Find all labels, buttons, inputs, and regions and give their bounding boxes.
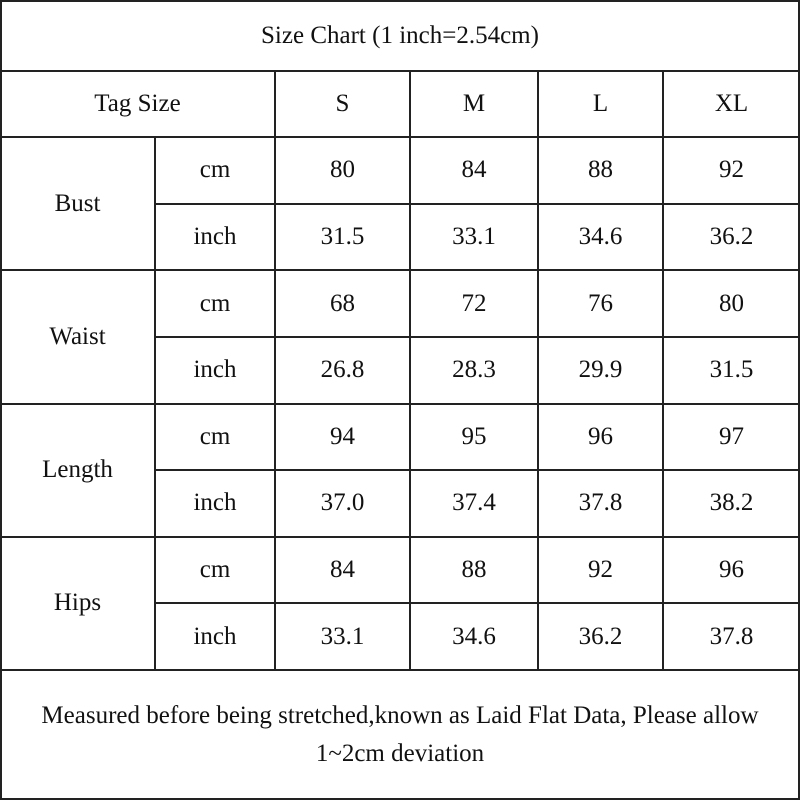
value: 88	[461, 556, 487, 584]
measure-name: Hips	[53, 589, 102, 617]
value: 36.2	[578, 622, 623, 650]
v-line	[409, 71, 411, 670]
tag-size-label: Tag Size	[94, 90, 181, 117]
value: 72	[461, 289, 487, 317]
h-line	[0, 70, 800, 72]
value: 34.6	[578, 222, 623, 250]
v-line	[798, 0, 800, 800]
h-line	[155, 335, 800, 338]
h-line	[0, 136, 800, 138]
unit: cm	[199, 556, 231, 584]
value: 37.8	[578, 489, 623, 517]
value: 80	[330, 156, 355, 184]
size-header: L	[592, 90, 609, 117]
size-header: S	[335, 90, 350, 117]
value: 37.0	[320, 489, 365, 517]
unit: inch	[193, 222, 237, 250]
unit: cm	[199, 289, 231, 317]
value: 31.5	[709, 356, 754, 384]
value: 29.9	[578, 356, 623, 384]
value: 38.2	[709, 489, 754, 517]
unit: inch	[193, 356, 237, 384]
value: 28.3	[452, 356, 496, 384]
note: Measured before being stretched,known as…	[41, 702, 759, 767]
value: 96	[588, 422, 613, 450]
value: 31.5	[320, 222, 365, 250]
value: 34.6	[452, 622, 496, 650]
value: 37.4	[452, 489, 496, 517]
value: 95	[461, 422, 487, 450]
title: Size Chart (1 inch=2.54cm)	[261, 21, 539, 49]
h-line	[0, 798, 800, 800]
h-line	[0, 0, 800, 2]
value: 96	[719, 556, 744, 584]
size-header: XL	[714, 90, 749, 117]
value: 94	[330, 422, 355, 450]
value: 92	[588, 556, 613, 584]
unit: inch	[193, 622, 237, 650]
h-line	[155, 469, 800, 472]
value: 33.1	[320, 622, 365, 650]
value: 84	[461, 156, 487, 184]
h-line	[0, 535, 800, 538]
unit: cm	[199, 422, 231, 450]
v-line	[274, 71, 276, 670]
value: 37.8	[709, 622, 754, 650]
value: 84	[330, 556, 355, 584]
size-header: M	[462, 90, 486, 117]
h-line	[0, 402, 800, 405]
value: 26.8	[320, 356, 365, 384]
h-line	[0, 269, 800, 272]
v-line	[0, 0, 2, 800]
h-line	[155, 602, 800, 605]
h-line	[0, 669, 800, 671]
value: 36.2	[709, 222, 754, 250]
measure-name: Waist	[49, 322, 106, 350]
value: 68	[330, 289, 355, 317]
measure-name: Bust	[54, 189, 101, 217]
v-line	[662, 71, 664, 670]
value: 80	[719, 289, 744, 317]
unit: cm	[199, 156, 231, 184]
value: 92	[719, 156, 744, 184]
value: 76	[588, 289, 613, 317]
value: 88	[588, 156, 613, 184]
value: 97	[719, 422, 744, 450]
value: 33.1	[452, 222, 496, 250]
v-line	[537, 71, 539, 670]
h-line	[155, 202, 800, 205]
measure-name: Length	[42, 456, 113, 484]
unit: inch	[193, 489, 237, 517]
v-line	[154, 137, 156, 670]
